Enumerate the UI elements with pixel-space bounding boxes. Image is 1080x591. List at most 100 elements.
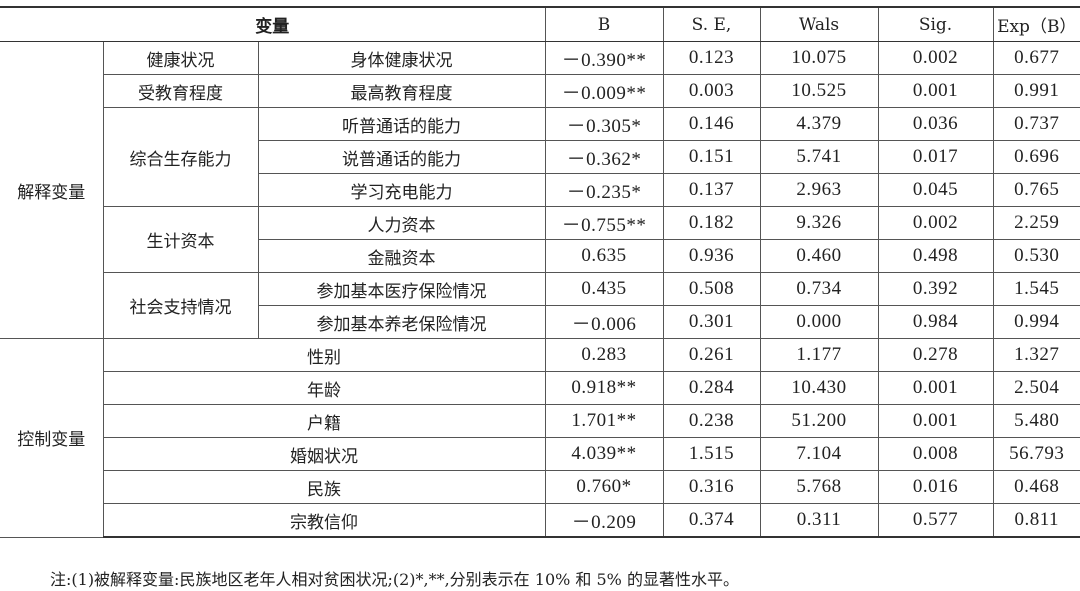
wals-value: 10.430 [759,371,879,405]
wals-value: 2.963 [759,173,879,207]
table-row: 控制变量 性别 0.283 0.261 1.177 0.278 1.327 [0,338,1080,538]
header-sig: Sig. [877,6,994,42]
wals-value: 5.741 [759,140,879,174]
exp-b-value: 2.504 [992,371,1080,405]
sig-value: 0.498 [877,239,994,273]
table-row: 受教育程度 最高教育程度 －0.009** 0.003 10.525 0.001 0.991 [0,74,1080,108]
row-label: 人力资本 [257,206,546,240]
wals-value: 4.379 [759,107,879,141]
se-value: 0.301 [662,305,761,339]
table-row: 综合生存能力 听普通话的能力 －0.305* 0.146 4.379 0.036 0.737 [0,107,1080,207]
exp-b-value: 1.545 [992,272,1080,306]
sig-value: 0.036 [877,107,994,141]
b-value: 0.435 [544,272,664,306]
sig-value: 0.016 [877,470,994,504]
sig-value: 0.278 [877,338,994,372]
table-row: 宗教信仰 －0.209 0.374 0.311 0.577 0.811 [0,503,1080,538]
b-value: 4.039** [544,437,664,471]
header-exp-b: Exp（B） [992,6,1080,42]
row-label: 学习充电能力 [257,173,546,207]
se-value: 0.284 [662,371,761,405]
table-row: 参加基本养老保险情况 －0.006 0.301 0.000 0.984 0.994 [0,305,1080,339]
table-row: 社会支持情况 参加基本医疗保险情况 0.435 0.508 0.734 0.392 1.54… [0,272,1080,339]
exp-b-value: 5.480 [992,404,1080,438]
b-value: 0.283 [544,338,664,372]
se-value: 0.003 [662,74,761,108]
wals-value: 1.177 [759,338,879,372]
exp-b-value: 0.468 [992,470,1080,504]
wals-value: 10.075 [759,41,879,75]
sig-value: 0.984 [877,305,994,339]
b-value: －0.209 [544,503,664,538]
b-value: －0.362* [544,140,664,174]
sig-value: 0.001 [877,404,994,438]
exp-b-value: 0.991 [992,74,1080,108]
se-value: 0.238 [662,404,761,438]
se-value: 0.146 [662,107,761,141]
wals-value: 10.525 [759,74,879,108]
se-value: 0.151 [662,140,761,174]
b-value: －0.755** [544,206,664,240]
b-value: －0.390** [544,41,664,75]
row-label: 民族 [102,470,546,504]
table-row: 民族 0.760* 0.316 5.768 0.016 0.468 [0,470,1080,504]
sig-value: 0.392 [877,272,994,306]
se-value: 0.261 [662,338,761,372]
sig-value: 0.008 [877,437,994,471]
row-label: 户籍 [102,404,546,438]
b-value: 1.701** [544,404,664,438]
exp-b-value: 0.677 [992,41,1080,75]
exp-b-value: 0.737 [992,107,1080,141]
exp-b-value: 1.327 [992,338,1080,372]
subgroup-label: 社会支持情况 [102,272,259,339]
sig-value: 0.577 [877,503,994,538]
header-wals: Wals [759,6,879,42]
se-value: 0.182 [662,206,761,240]
exp-b-value: 2.259 [992,206,1080,240]
row-label: 参加基本养老保险情况 [257,305,546,339]
row-label: 年龄 [102,371,546,405]
exp-b-value: 0.530 [992,239,1080,273]
header-b: B [544,6,664,42]
table-row: 解释变量 健康状况 身体健康状况 －0.390** 0.123 10.075 0.002 0.… [0,41,1080,339]
subgroup-label: 健康状况 [102,41,259,75]
exp-b-value: 0.696 [992,140,1080,174]
row-label: 婚姻状况 [102,437,546,471]
row-label: 说普通话的能力 [257,140,546,174]
se-value: 0.123 [662,41,761,75]
b-value: 0.760* [544,470,664,504]
exp-b-value: 0.811 [992,503,1080,538]
row-label: 听普通话的能力 [257,107,546,141]
exp-b-value: 0.994 [992,305,1080,339]
wals-value: 0.000 [759,305,879,339]
se-value: 0.374 [662,503,761,538]
wals-value: 0.460 [759,239,879,273]
row-label: 金融资本 [257,239,546,273]
wals-value: 51.200 [759,404,879,438]
row-label: 身体健康状况 [257,41,546,75]
table-row: 年龄 0.918** 0.284 10.430 0.001 2.504 [0,371,1080,405]
wals-value: 9.326 [759,206,879,240]
header-se: S. E, [662,6,761,42]
wals-value: 0.311 [759,503,879,538]
wals-value: 0.734 [759,272,879,306]
sig-value: 0.001 [877,371,994,405]
subgroup-label: 受教育程度 [102,74,259,108]
wals-value: 5.768 [759,470,879,504]
b-value: －0.009** [544,74,664,108]
table-row: 说普通话的能力 －0.362* 0.151 5.741 0.017 0.696 [0,140,1080,174]
group-label: 解释变量 [0,41,104,339]
group-label: 控制变量 [0,338,104,538]
se-value: 0.316 [662,470,761,504]
exp-b-value: 56.793 [992,437,1080,471]
header-variable: 变量 [0,6,546,42]
regression-table: 变量 B S. E, Wals Sig. Exp（B） 解释变量 健康状况 身体健康… [0,6,1080,538]
se-value: 1.515 [662,437,761,471]
row-label: 性别 [102,338,546,372]
sig-value: 0.017 [877,140,994,174]
se-value: 0.936 [662,239,761,273]
table-row: 生计资本 人力资本 －0.755** 0.182 9.326 0.002 2.259 [0,206,1080,273]
b-value: －0.235* [544,173,664,207]
footnote: 注:(1)被解释变量:民族地区老年人相对贫困状况;(2)*,**,分别表示在 1… [50,570,739,589]
b-value: －0.006 [544,305,664,339]
